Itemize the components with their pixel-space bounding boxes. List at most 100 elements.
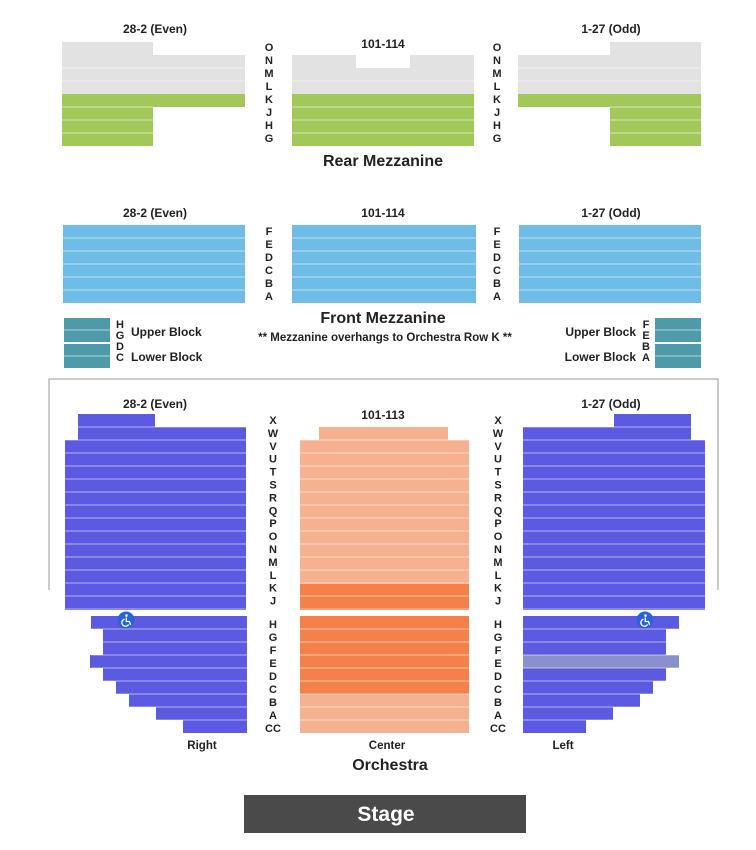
front-mezz-center-section[interactable] [292,225,476,303]
orchestra-right-range: 1-27 (Odd) [581,397,640,411]
row-letter: O [269,531,278,543]
row-letter: D [116,341,124,353]
row-letter: H [493,120,501,132]
orchestra-left-upper-section[interactable] [65,414,246,610]
row-letter: CC [265,723,281,735]
row-letter: F [494,226,501,238]
row-letter: A [642,352,650,364]
row-letter: Q [494,505,503,517]
rear-mezz-center-section[interactable] [292,55,474,146]
row-letter: N [269,544,277,556]
stage-block [244,795,526,833]
orchestra: 28-2 (Even) 101-113 1-27 (Odd) [48,378,719,774]
rear-mezz-center-lines [292,80,474,134]
orch-right-upper-block[interactable] [523,414,705,610]
row-letter: B [493,278,501,290]
row-letter: W [493,428,504,440]
mezzanine-overhang-note: ** Mezzanine overhangs to Orchestra Row … [258,332,512,344]
orchestra-left-range: 28-2 (Even) [123,397,187,411]
front-mezz-left-lines [63,237,245,291]
rear-mezz-center-grey[interactable] [292,55,474,94]
orchestra-center-upper-section[interactable] [300,427,469,610]
row-letter: E [265,239,272,251]
row-letter: G [116,330,125,342]
row-letter: M [264,68,273,80]
mezzanine-overhang-outline [48,378,719,590]
right-box-lines [655,329,701,357]
front-mezz-right-section[interactable] [519,225,701,303]
front-mezz-left-section[interactable] [63,225,245,303]
row-letter: C [265,265,273,277]
row-letter: G [265,133,274,145]
row-letter: D [494,671,502,683]
front-mezz-right-range: 1-27 (Odd) [581,206,640,220]
right-upper-block-label: Upper Block [565,325,636,339]
row-letter: A [493,291,501,303]
orch-right-upper-lines [523,426,705,610]
front-mezz-center-lines [292,237,476,291]
row-letter: K [265,94,273,106]
row-letter: W [268,428,279,440]
row-letter: G [493,133,502,145]
row-letter: O [493,42,502,54]
row-letter: K [494,583,502,595]
orch-right-row-e-highlight[interactable] [523,655,679,668]
row-letter: N [493,55,501,67]
orch-center-kj-rows[interactable] [300,584,469,610]
row-letter: X [269,415,277,427]
front-mezzanine-title: Front Mezzanine [320,310,445,327]
row-letter: L [494,81,501,93]
left-box-lines [64,329,110,357]
rear-mezz-right-section[interactable] [518,42,701,146]
row-letter: F [266,226,273,238]
orch-left-lower-block[interactable] [90,616,247,733]
row-letter: G [269,632,278,644]
orch-right-lower-block[interactable] [523,616,679,733]
right-box[interactable] [655,318,701,368]
orch-left-upper-block[interactable] [65,414,246,610]
row-letter: J [495,596,501,608]
rear-mezz-right-lines [518,67,701,134]
row-letter: B [494,697,502,709]
orch-left-upper-lines [65,426,246,610]
left-box[interactable] [64,318,110,368]
row-letter: E [493,239,500,251]
wheelchair-icon [117,611,135,629]
row-letter: C [493,265,501,277]
row-letter: G [494,632,503,644]
row-letter: E [494,658,501,670]
row-letter: F [270,645,277,657]
row-letter: O [494,531,503,543]
row-letter: T [270,467,277,479]
row-letter: CC [490,723,506,735]
rear-mezz-left-section[interactable] [62,42,245,146]
row-letter: J [266,107,272,119]
orchestra-left-lower-section[interactable] [90,616,247,733]
row-letter: P [494,518,501,530]
orchestra-center-lower-section[interactable] [300,616,469,733]
orchestra-title: Orchestra [352,757,428,774]
row-letter: A [265,291,273,303]
row-letter: S [494,480,501,492]
row-letter: V [494,441,502,453]
row-letter: N [265,55,273,67]
row-letter: J [270,596,276,608]
orchestra-center-range: 101-113 [361,408,405,422]
row-letter: U [269,454,277,466]
orch-center-lower-light[interactable] [300,694,469,733]
orchestra-right-upper-section[interactable] [523,414,705,610]
orchestra-right-lower-section[interactable] [523,616,679,733]
row-letter: X [494,415,502,427]
left-lower-block-label: Lower Block [131,350,203,364]
stage: Stage [244,795,526,833]
row-letter: H [494,619,502,631]
